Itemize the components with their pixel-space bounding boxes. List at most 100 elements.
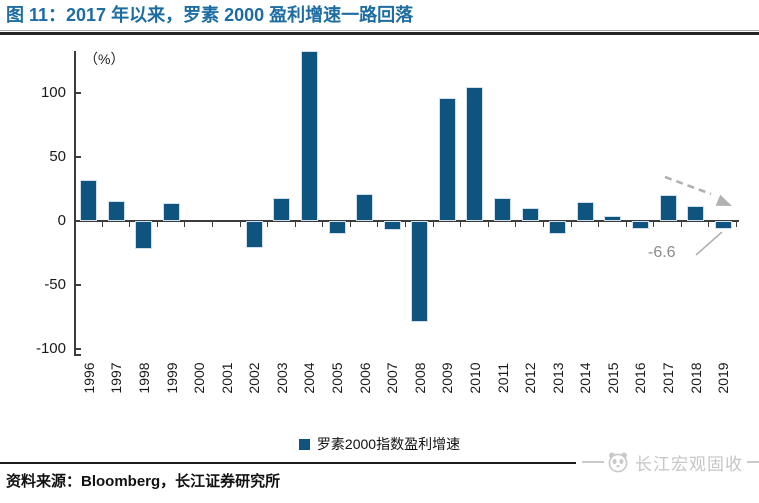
x-axis-tick xyxy=(156,222,158,228)
bar-1996 xyxy=(80,180,98,222)
bar-2015 xyxy=(604,215,622,222)
bar-1999 xyxy=(163,203,181,222)
x-axis-tick xyxy=(129,222,131,228)
title-divider xyxy=(0,32,759,35)
y-axis-tick-label: -100 xyxy=(35,339,66,357)
x-axis-label-2016: 2016 xyxy=(632,362,649,394)
x-axis-tick xyxy=(736,222,737,228)
x-axis-line xyxy=(74,220,739,223)
x-axis-tick xyxy=(653,222,655,228)
x-axis-tick xyxy=(267,222,269,228)
x-axis-label-2019: 2019 xyxy=(715,362,732,394)
x-axis-label-2008: 2008 xyxy=(411,362,428,394)
trend-arrow-dashed-line xyxy=(664,175,712,196)
title-divider-gap xyxy=(0,31,759,32)
trend-arrow-head xyxy=(715,194,732,206)
x-axis-label-2013: 2013 xyxy=(549,362,566,394)
watermark-label: 长江宏观固收 xyxy=(635,454,743,474)
watermark-line-left xyxy=(582,461,604,463)
y-axis-tick xyxy=(76,283,81,286)
x-axis-label-2011: 2011 xyxy=(494,362,511,394)
y-axis-tick-label: 0 xyxy=(57,212,66,230)
x-axis-tick xyxy=(625,222,627,228)
y-axis-line xyxy=(74,51,76,356)
x-axis-tick xyxy=(432,222,434,228)
bar-2003 xyxy=(273,198,291,222)
x-axis-tick xyxy=(708,222,710,228)
bar-2006 xyxy=(356,194,374,222)
x-axis-tick xyxy=(322,222,324,228)
x-axis-tick xyxy=(487,222,489,228)
bar-2011 xyxy=(494,198,512,222)
bar-2008 xyxy=(411,221,429,323)
bar-2013 xyxy=(549,221,567,234)
x-axis-label-2012: 2012 xyxy=(522,362,539,394)
bar-2002 xyxy=(245,221,263,248)
x-axis-label-1999: 1999 xyxy=(163,362,180,394)
bar-2018 xyxy=(687,205,705,222)
x-axis-tick xyxy=(101,222,103,228)
x-axis-label-1996: 1996 xyxy=(80,362,97,394)
bar-2019 xyxy=(714,221,732,230)
data-label-2019: -6.6 xyxy=(648,244,676,261)
y-axis-tick-label: -50 xyxy=(44,275,66,293)
x-axis-label-2018: 2018 xyxy=(687,362,704,394)
annotation-connector-line xyxy=(695,231,723,256)
x-axis-label-2006: 2006 xyxy=(356,362,373,394)
x-axis-tick xyxy=(239,222,241,228)
chart-canvas: （%） -6.6 罗素2000指数盈利增速 100 50 0 -50 -100 1996 1… xyxy=(0,35,759,455)
x-axis-label-2002: 2002 xyxy=(246,362,263,394)
y-axis-tick xyxy=(76,156,81,159)
x-axis-label-2003: 2003 xyxy=(273,362,290,394)
y-axis-tick-label: 100 xyxy=(40,84,66,102)
bar-2012 xyxy=(521,208,539,222)
x-axis-label-2010: 2010 xyxy=(466,362,483,394)
x-axis-tick xyxy=(349,222,351,228)
x-axis-tick xyxy=(515,222,517,228)
bar-2016 xyxy=(631,221,649,229)
bar-2010 xyxy=(466,86,484,222)
legend-label: 罗素2000指数盈利增速 xyxy=(316,436,461,452)
legend-marker xyxy=(298,438,310,450)
watermark-line-right xyxy=(747,461,759,463)
bar-2009 xyxy=(438,98,456,222)
bar-2004 xyxy=(300,51,318,222)
bar-1998 xyxy=(135,221,153,250)
figure-header: 图 11：2017 年以来，罗素 2000 盈利增速一路回落 xyxy=(0,0,759,30)
y-axis-unit-label: （%） xyxy=(84,51,125,67)
x-axis-tick xyxy=(405,222,406,228)
footer-source: 资料来源：Bloomberg，长江证券研究所 xyxy=(6,473,281,490)
bar-2014 xyxy=(576,201,594,222)
figure-title: 图 11：2017 年以来，罗素 2000 盈利增速一路回落 xyxy=(6,5,414,25)
x-axis-tick xyxy=(598,222,600,228)
bar-2005 xyxy=(328,221,346,234)
x-axis-label-2007: 2007 xyxy=(384,362,401,394)
x-axis-label-2015: 2015 xyxy=(604,362,621,394)
x-axis-tick xyxy=(377,222,379,228)
panda-logo-icon xyxy=(608,452,628,473)
x-axis-label-2009: 2009 xyxy=(439,362,456,394)
x-axis-label-2014: 2014 xyxy=(577,362,594,394)
y-axis-end-tick xyxy=(75,354,81,356)
x-axis-tick xyxy=(570,222,572,228)
x-axis-label-2017: 2017 xyxy=(660,362,677,394)
bar-2007 xyxy=(383,221,401,230)
x-axis-tick xyxy=(680,222,682,228)
legend: 罗素2000指数盈利增速 xyxy=(0,434,759,454)
x-axis-tick xyxy=(294,222,296,228)
footer-divider xyxy=(0,462,759,464)
x-axis-label-1998: 1998 xyxy=(135,362,152,394)
title-divider-light xyxy=(0,30,759,31)
bar-2017 xyxy=(659,195,677,222)
x-axis-label-2000: 2000 xyxy=(191,362,208,394)
watermark: 长江宏观固收 xyxy=(576,447,759,477)
x-axis-tick xyxy=(542,222,544,228)
x-axis-tick xyxy=(460,222,462,228)
x-axis-tick xyxy=(184,222,186,228)
bar-1997 xyxy=(107,200,125,222)
y-axis-tick xyxy=(76,92,81,95)
x-axis-label-2001: 2001 xyxy=(218,362,235,394)
y-axis-tick-label: 50 xyxy=(49,148,66,166)
y-axis-tick xyxy=(76,347,81,350)
